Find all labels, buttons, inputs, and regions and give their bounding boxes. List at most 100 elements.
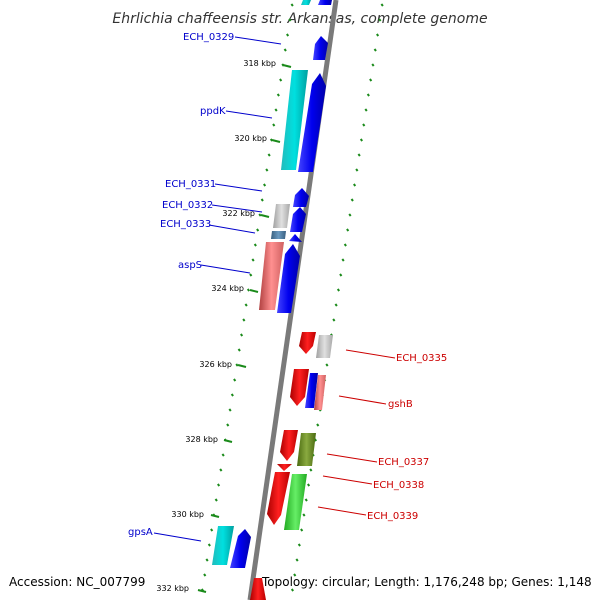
ruler-dot [290, 588, 295, 592]
gene-feature-ech-0332-forward[interactable] [290, 207, 306, 232]
ruler-dot [355, 168, 359, 172]
genome-title: Ehrlichia chaffeensis str. Arkansas, com… [112, 11, 487, 27]
ruler-dot [369, 78, 373, 82]
leader-line [225, 110, 273, 119]
ruler-track-right [290, 3, 384, 592]
gene-label-ech-0338[interactable]: ECH_0338 [373, 480, 424, 491]
gene-feature-ech-0329[interactable] [313, 36, 328, 60]
gene-label-gpsa[interactable]: gpsA [128, 527, 153, 538]
topology-text: Topology: circular; Length: 1,176,248 bp… [261, 575, 592, 589]
gene-feature-ppdk-forward[interactable] [298, 73, 326, 172]
gene-feature-ech-0338-red[interactable] [277, 464, 292, 471]
ruler-dot [357, 153, 361, 157]
tick-mark [249, 289, 259, 293]
gene-feature-ech-0337-red[interactable] [280, 430, 298, 461]
ruler-dot [249, 273, 253, 277]
leader-line [211, 204, 263, 213]
ruler-dot [230, 393, 234, 397]
ruler-dot [293, 573, 297, 577]
kbp-ticks: 318 kbp 320 kbp 322 kbp 324 kbp 326 kbp … [156, 59, 292, 593]
gene-feature-gshb-forward[interactable] [305, 373, 318, 408]
ruler-dot [341, 258, 345, 262]
gene-label-ech-0339[interactable]: ECH_0339 [367, 511, 418, 522]
gene-feature-bottom-red-partial[interactable] [250, 578, 266, 600]
gene-label-ech-0335[interactable]: ECH_0335 [396, 353, 447, 364]
leader-line [345, 349, 396, 359]
gene-feature-ech-0332-grey[interactable] [273, 204, 290, 228]
gene-label-ech-0329[interactable]: ECH_0329 [183, 32, 234, 43]
ruler-dot [352, 183, 357, 187]
ruler-dot [339, 273, 343, 277]
tick-label: 324 kbp [211, 284, 244, 293]
ruler-dot [274, 108, 278, 112]
gene-feature-ech-0335-grey[interactable] [316, 335, 333, 358]
ruler-dot [233, 378, 237, 382]
ruler-dot [371, 63, 375, 67]
ruler-dot [253, 243, 257, 247]
ruler-dot [359, 138, 364, 142]
gene-label-ppdk[interactable]: ppdK [200, 106, 226, 117]
gene-feature-ech-0339-green[interactable] [284, 474, 307, 530]
accession-text: Accession: NC_007799 [9, 575, 145, 589]
tick-label: 318 kbp [243, 59, 276, 68]
gene-feature-ech-0333-forward[interactable] [289, 234, 302, 242]
gene-label-gshb[interactable]: gshB [388, 399, 413, 410]
gene-feature-gpsa-cyan[interactable] [212, 526, 234, 565]
gene-feature-ech-0337-olive[interactable] [297, 433, 316, 466]
gene-feature-forward-partial[interactable] [318, 0, 332, 5]
ruler-dot [309, 468, 313, 472]
ruler-dot [290, 3, 294, 7]
ruler-dot [262, 183, 267, 187]
ruler-dot [267, 153, 271, 157]
ruler-dot [343, 243, 347, 247]
gene-feature-ech-0335-red[interactable] [299, 332, 316, 354]
tick-label: 328 kbp [185, 435, 218, 444]
gene-feature-gshb-salmon[interactable] [314, 375, 326, 410]
ruler-dot [300, 528, 304, 532]
gene-feature-gshb-red[interactable] [290, 369, 309, 406]
ruler-dot [373, 48, 377, 52]
tick-label: 320 kbp [234, 134, 267, 143]
gene-label-ech-0332[interactable]: ECH_0332 [162, 200, 213, 211]
tick-label: 326 kbp [199, 360, 232, 369]
gene-feature-ech-0333-steel[interactable] [271, 231, 286, 239]
ruler-dot [256, 228, 260, 232]
leader-line [153, 532, 202, 542]
gene-feature-ech-0339-red[interactable] [267, 472, 290, 525]
gene-label-ech-0331[interactable]: ECH_0331 [165, 179, 216, 190]
gene-feature-ppdk-cyan[interactable] [281, 70, 308, 170]
ruler-dot [334, 303, 338, 307]
ruler-dot [235, 363, 239, 367]
ruler-dot [219, 468, 223, 472]
leader-line [214, 183, 263, 192]
gene-label-ech-0337[interactable]: ECH_0337 [378, 457, 429, 468]
gene-feature-asps-forward[interactable] [277, 244, 300, 313]
ruler-dot [364, 108, 368, 112]
ruler-dot [375, 33, 380, 37]
ruler-dot [276, 93, 280, 97]
ruler-dot [283, 48, 287, 52]
ruler-dot [205, 558, 209, 562]
tick-mark [237, 364, 247, 368]
tick-label: 330 kbp [171, 510, 204, 519]
ruler-dot [336, 288, 341, 292]
gene-label-ech-0333[interactable]: ECH_0333 [160, 219, 211, 230]
ruler-dot [366, 93, 370, 97]
leader-line [338, 395, 387, 405]
gene-features [212, 0, 333, 600]
tick-mark [223, 439, 233, 443]
ruler-dot [207, 543, 211, 547]
gene-label-asps[interactable]: aspS [178, 260, 202, 271]
ruler-dot [346, 228, 350, 232]
gene-feature-ech-0331[interactable] [293, 188, 309, 207]
gene-feature-cyan-partial[interactable] [301, 0, 311, 5]
ruler-dot [240, 333, 244, 337]
ruler-dot [244, 303, 248, 307]
gene-feature-gpsa-forward[interactable] [230, 529, 251, 568]
gene-feature-asps-salmon[interactable] [259, 242, 284, 310]
ruler-track-left [200, 3, 294, 592]
tick-label: 332 kbp [156, 584, 189, 593]
ruler-dot [348, 213, 352, 217]
ruler-dot [228, 408, 232, 412]
